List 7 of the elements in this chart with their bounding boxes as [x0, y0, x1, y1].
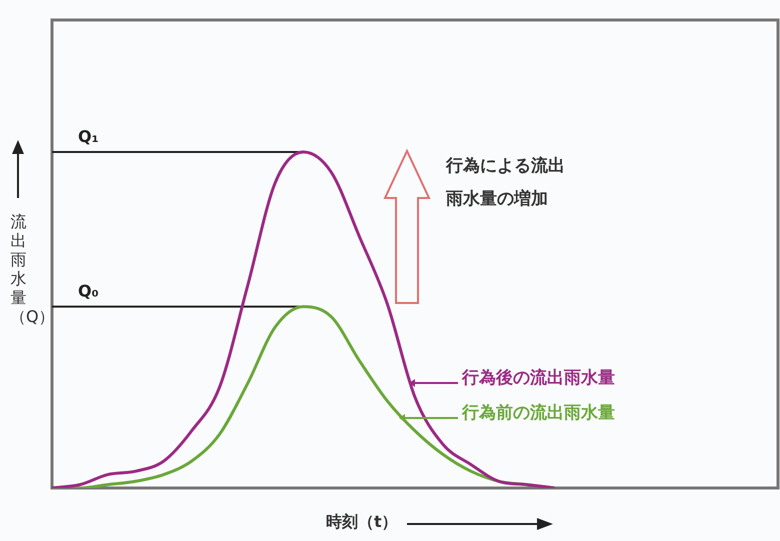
ref-line-label: Q₀: [78, 282, 99, 301]
legend-label: 行為後の流出雨水量: [462, 367, 615, 389]
annotation: 行為による流出雨水量の増加: [446, 155, 566, 211]
x-axis-title: 時刻（t）: [326, 512, 398, 533]
legend-label: 行為前の流出雨水量: [462, 402, 615, 424]
y-axis-title: 流出雨水量（Q）: [10, 212, 55, 326]
ref-line-label: Q₁: [78, 127, 99, 146]
